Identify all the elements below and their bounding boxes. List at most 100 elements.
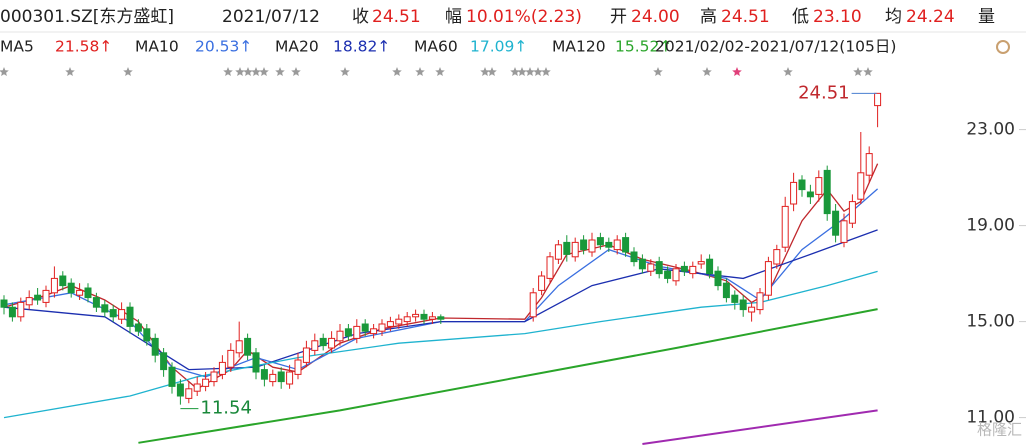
- annotation: 11.54: [200, 398, 252, 419]
- candle-body: [857, 172, 865, 200]
- candle-body: [286, 371, 294, 385]
- candle-body: [655, 261, 663, 275]
- candle-body: [428, 316, 436, 320]
- candle-body: [722, 282, 730, 299]
- candle-body: [185, 388, 193, 399]
- candle-body: [680, 265, 688, 272]
- candle-body: [76, 289, 84, 296]
- candle-body: [840, 220, 848, 243]
- candle-body: [50, 277, 58, 294]
- event-star: [415, 67, 425, 76]
- candle-body: [580, 239, 588, 251]
- candle-body: [613, 239, 621, 251]
- ma-line: [3, 270, 878, 419]
- plot: [0, 92, 882, 445]
- candle-body: [672, 268, 680, 282]
- candle-body: [731, 294, 739, 303]
- candle-body: [689, 265, 697, 275]
- event-star: [783, 67, 793, 76]
- candle-body: [42, 289, 50, 303]
- candle-body: [798, 179, 806, 191]
- y-tick-label: 19.00: [966, 216, 1015, 236]
- candle-body: [647, 263, 655, 272]
- candle-body: [790, 181, 798, 205]
- settings-icon-ring[interactable]: [996, 40, 1010, 54]
- candle-body: [874, 92, 882, 107]
- candle-body: [806, 191, 814, 198]
- ma-value: 20.53↑: [195, 38, 252, 56]
- candle-body: [269, 373, 277, 383]
- event-star: [65, 67, 75, 76]
- event-star: [541, 67, 551, 76]
- ma-name: MA60: [414, 38, 458, 56]
- candle-body: [664, 270, 672, 279]
- ma-name: MA10: [135, 38, 179, 56]
- candle-body: [235, 340, 243, 354]
- candle-body: [328, 337, 336, 349]
- event-star: [702, 67, 712, 76]
- quote-label: 开: [610, 7, 627, 27]
- candle-body: [437, 316, 445, 320]
- candle-body: [101, 304, 109, 313]
- candle-body: [773, 249, 781, 265]
- ma-value: 15.52↑: [615, 38, 672, 56]
- watermark: 格隆汇: [977, 421, 1022, 439]
- event-star: [243, 67, 253, 76]
- settings-icon[interactable]: [996, 40, 1010, 54]
- event-star: [533, 67, 543, 76]
- candle-body: [714, 270, 722, 287]
- candle-body: [378, 323, 386, 332]
- candle-body: [302, 347, 310, 363]
- event-star: [653, 67, 663, 76]
- ma-line: [138, 308, 878, 444]
- event-star: [435, 67, 445, 76]
- quote-label: 幅: [445, 7, 462, 27]
- candle-body: [420, 313, 428, 320]
- quote-value: 24.00: [631, 7, 680, 27]
- ma-value: 18.82↑: [333, 38, 390, 56]
- candle-body: [546, 256, 554, 279]
- candle-body: [605, 241, 613, 248]
- candle-body: [336, 330, 344, 342]
- event-star: [340, 67, 350, 76]
- candle-body: [638, 258, 646, 270]
- ma-line: [3, 163, 879, 390]
- candle-body: [319, 337, 327, 347]
- event-star: [223, 67, 233, 76]
- annotation: 24.51: [798, 82, 850, 103]
- candle-body: [588, 239, 596, 253]
- candle-body: [277, 371, 285, 383]
- event-star: [251, 67, 261, 76]
- event-star: [123, 67, 133, 76]
- quote-value: 24.51: [372, 7, 421, 27]
- quote-bar: 000301.SZ[东方盛虹] 2021/07/12 收 24.51 幅 10.…: [0, 7, 995, 27]
- event-star: [0, 67, 9, 76]
- event-star: [480, 67, 490, 76]
- candle-body: [260, 369, 268, 380]
- candle-body: [395, 318, 403, 325]
- quote-value: 24.51: [721, 7, 770, 27]
- candle-body: [8, 306, 16, 318]
- candle-body: [59, 275, 67, 287]
- ma-legend: MA5 21.58↑ MA10 20.53↑ MA20 18.82↑ MA60 17.09↑ M…: [0, 38, 672, 56]
- ma-line: [642, 409, 878, 445]
- candle-body: [403, 316, 411, 323]
- candle-body: [554, 244, 562, 260]
- candle-body: [386, 321, 394, 327]
- ma-name: MA20: [275, 38, 319, 56]
- candle-body: [538, 275, 546, 291]
- volume-label: 量: [978, 7, 995, 27]
- event-star: [235, 67, 245, 76]
- candle-body: [143, 328, 151, 342]
- ma-value: 17.09↑: [470, 38, 527, 56]
- candle-body: [202, 378, 210, 387]
- candle-body: [252, 352, 260, 373]
- candle-body: [529, 292, 537, 318]
- event-markers: [0, 67, 873, 76]
- candle-body: [126, 306, 134, 327]
- candle-body: [17, 301, 25, 318]
- ma-value: 21.58↑: [55, 38, 112, 56]
- event-star: [853, 67, 863, 76]
- candle-body: [706, 258, 714, 275]
